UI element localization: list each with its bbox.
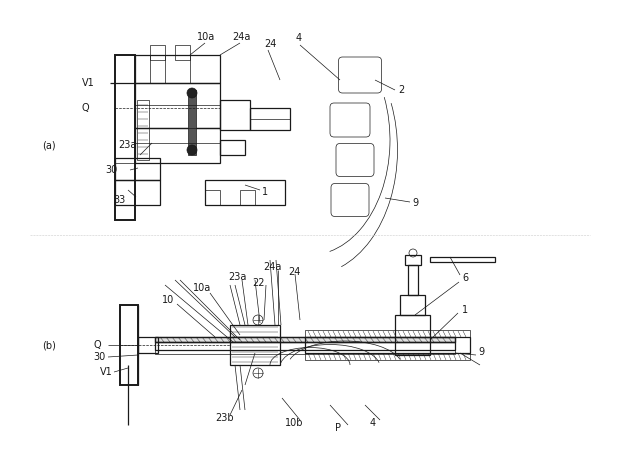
Bar <box>220 140 245 155</box>
Bar <box>250 108 290 130</box>
Bar <box>175 45 190 60</box>
Circle shape <box>187 145 197 155</box>
Bar <box>115 180 160 205</box>
Bar <box>137 100 149 160</box>
Text: 10b: 10b <box>285 418 304 428</box>
Text: V1: V1 <box>82 78 95 88</box>
Text: (b): (b) <box>42 340 56 350</box>
Bar <box>305 353 470 360</box>
Text: 1: 1 <box>462 305 468 315</box>
Text: 9: 9 <box>478 347 484 357</box>
Text: (a): (a) <box>42 140 55 150</box>
Text: 30: 30 <box>93 352 105 362</box>
Text: 4: 4 <box>370 418 376 428</box>
Text: 24: 24 <box>288 267 300 277</box>
Bar <box>188 90 196 155</box>
Text: 23a: 23a <box>118 140 136 150</box>
Bar <box>120 305 138 385</box>
Bar <box>135 83 220 128</box>
Bar <box>405 255 421 265</box>
Text: 24: 24 <box>264 39 276 49</box>
Bar <box>240 190 255 205</box>
Bar <box>305 337 470 353</box>
Bar <box>408 265 418 295</box>
Text: 23b: 23b <box>215 413 234 423</box>
Text: 10a: 10a <box>197 32 215 42</box>
Text: 30: 30 <box>105 165 118 175</box>
Text: V1: V1 <box>100 367 113 377</box>
Bar <box>138 337 158 353</box>
Text: 23a: 23a <box>228 272 246 282</box>
Bar <box>230 325 280 365</box>
Bar <box>220 100 250 130</box>
Circle shape <box>187 88 197 98</box>
Text: 6: 6 <box>462 273 468 283</box>
Bar <box>155 350 455 354</box>
Text: 10a: 10a <box>193 283 211 293</box>
Bar <box>305 330 470 337</box>
Bar <box>155 337 455 342</box>
Bar <box>395 315 430 355</box>
Text: 4: 4 <box>296 33 302 43</box>
Bar <box>430 257 495 262</box>
Text: 10: 10 <box>162 295 174 305</box>
Bar <box>155 337 455 342</box>
Text: Q: Q <box>82 103 90 113</box>
Bar <box>400 295 425 315</box>
Text: 24a: 24a <box>232 32 251 42</box>
Bar <box>205 190 220 205</box>
Bar <box>155 342 455 350</box>
Text: 1: 1 <box>262 187 268 197</box>
Text: 9: 9 <box>412 198 418 208</box>
Bar <box>115 55 135 220</box>
Text: Q: Q <box>93 340 101 350</box>
Text: 24a: 24a <box>263 262 281 272</box>
Bar <box>205 180 285 205</box>
Text: 33: 33 <box>113 195 125 205</box>
Bar <box>150 45 165 60</box>
Bar <box>135 128 220 163</box>
Text: 2: 2 <box>398 85 404 95</box>
Text: P: P <box>335 423 341 433</box>
Bar <box>135 55 220 83</box>
Bar <box>115 158 160 180</box>
Text: 22: 22 <box>252 278 264 288</box>
